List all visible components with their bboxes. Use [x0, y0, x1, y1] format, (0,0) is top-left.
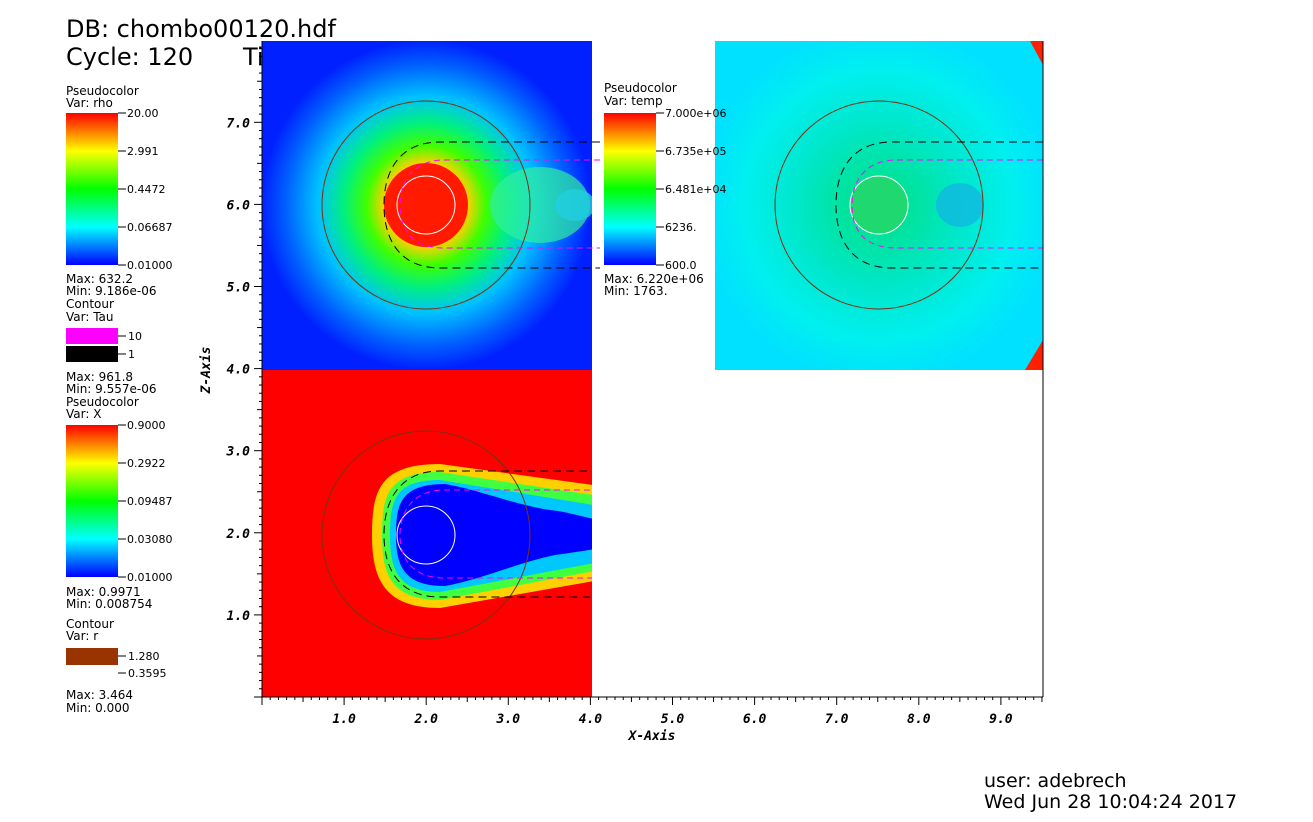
z-tick-label: 7.0	[227, 116, 251, 131]
legend-x-max: Max: 0.9971	[66, 585, 141, 599]
x-tick-label: 5.0	[661, 712, 685, 727]
legend-tau-kind: Contour	[66, 297, 114, 311]
z-tick-label: 1.0	[227, 609, 251, 624]
rho-wake-tail	[555, 189, 592, 221]
x-colorbar-label: 0.03080	[127, 533, 173, 546]
axis-tick-labels: 1.0 2.0 3.0 4.0 5.0 6.0 7.0 8.0 9.0 1.0 2.0 3.0 4.0 5…	[226, 116, 1013, 727]
r-level-high-label: 1.280	[128, 650, 160, 663]
x-axis-label: X-Axis	[628, 729, 676, 744]
colorbar-ticks: 20.00 2.991 0.4472 0.06687 0.01000 0.9000 0.29…	[118, 107, 726, 584]
contour-tau-10-right	[851, 159, 1043, 249]
legend-temp-max: Max: 6.220e+06	[604, 272, 704, 286]
x-core	[396, 484, 592, 586]
rho-colorbar-label: 2.991	[127, 145, 159, 158]
contour-r-outer-right	[774, 100, 984, 310]
contour-tau-10-bottom	[399, 489, 592, 579]
legend-r-max: Max: 3.464	[66, 688, 134, 702]
legend-rho-var: Var: rho	[66, 96, 113, 110]
database-title: DB: chombo00120.hdf	[66, 15, 336, 43]
x-colorbar-label: 0.2922	[127, 457, 166, 470]
rho-colorbar-label: 0.01000	[127, 259, 173, 272]
x-tick-label: 6.0	[743, 712, 767, 727]
legend-r-var: Var: r	[66, 629, 99, 643]
contour-r-inner-bottom	[396, 505, 456, 565]
contour-tau-1-left	[383, 141, 600, 269]
rho-core	[384, 163, 468, 247]
legend-r-kind: Contour	[66, 617, 114, 631]
legend-tau-min: Min: 9.557e-06	[66, 382, 157, 396]
cycle-label: Cycle: 120	[66, 43, 194, 71]
rho-colorbar-label: 0.4472	[127, 183, 166, 196]
temp-panel	[715, 41, 1043, 370]
axis-ticks	[254, 47, 1043, 705]
temp-colorbar-label: 6.481e+04	[665, 183, 726, 196]
temp-colorbar-label: 6236.	[665, 221, 697, 234]
contour-r-inner-left	[396, 175, 456, 235]
legend-temp-min: Min: 1763.	[604, 284, 668, 298]
rho-colorbar	[66, 113, 118, 265]
legend-tau-max: Max: 961.8	[66, 370, 134, 384]
legend-rho-max: Max: 632.2	[66, 272, 134, 286]
tau-level-1-swatch	[66, 346, 118, 362]
z-tick-label: 4.0	[227, 363, 251, 378]
x-tick-label: 2.0	[413, 712, 438, 727]
x-colorbar-label: 0.01000	[127, 571, 173, 584]
legend-temp-var: Var: temp	[604, 94, 663, 108]
contour-r-outer-bottom	[321, 430, 531, 640]
x-tick-label: 4.0	[579, 712, 603, 727]
x-tick-label: 8.0	[907, 712, 931, 727]
tau-level-1-label: 1	[128, 348, 135, 361]
legend-x-var: Var: X	[66, 407, 102, 421]
temp-colorbar	[604, 113, 656, 265]
z-tick-label: 5.0	[227, 281, 251, 296]
legend-r-min: Min: 0.000	[66, 701, 130, 715]
contour-tau-1-bottom	[383, 470, 592, 598]
contour-tau-1-right	[835, 141, 1043, 269]
x-tick-label: 1.0	[332, 712, 356, 727]
legend-tau-var: Var: Tau	[66, 310, 114, 324]
temp-core	[850, 176, 908, 234]
r-level-low-label: 0.3595	[128, 667, 167, 680]
rho-wake	[490, 167, 590, 243]
legend-x-kind: Pseudocolor	[66, 395, 139, 409]
timestamp-label: Wed Jun 28 10:04:24 2017	[984, 791, 1238, 813]
legend-temp-kind: Pseudocolor	[604, 81, 677, 95]
rho-colorbar-label: 20.00	[127, 107, 159, 120]
temp-colorbar-label: 7.000e+06	[665, 107, 726, 120]
x-tick-label: 7.0	[825, 712, 849, 727]
contour-r-outer-left	[321, 100, 531, 310]
r-level-swatch	[66, 648, 118, 665]
z-tick-label: 2.0	[226, 527, 251, 542]
temp-colorbar-label: 600.0	[665, 259, 697, 272]
bottom-contours	[321, 430, 592, 640]
legend-rho-kind: Pseudocolor	[66, 84, 139, 98]
user-label: user: adebrech	[984, 770, 1127, 792]
temp-corner-hot-bottom	[1025, 340, 1043, 370]
temp-colorbar-label: 6.735e+05	[665, 145, 726, 158]
tau-level-10-label: 10	[128, 330, 142, 343]
top-contours	[321, 100, 1043, 310]
legend-rho-min: Min: 9.186e-06	[66, 284, 157, 298]
rho-colorbar-label: 0.06687	[127, 221, 173, 234]
temp-corner-hot-top	[1030, 41, 1043, 65]
temp-wake	[936, 183, 984, 227]
rho-panel	[262, 41, 592, 370]
x-tick-label: 3.0	[496, 712, 521, 727]
x-panel	[262, 370, 592, 697]
z-tick-label: 6.0	[227, 198, 251, 213]
x-tick-label: 9.0	[989, 712, 1013, 727]
legend-x-min: Min: 0.008754	[66, 597, 153, 611]
contour-r-inner-right	[849, 175, 909, 235]
tau-level-10-swatch	[66, 328, 118, 344]
x-colorbar-label: 0.9000	[127, 419, 166, 432]
x-colorbar	[66, 425, 118, 577]
contour-tau-10-left	[399, 159, 600, 249]
z-tick-label: 3.0	[226, 445, 251, 460]
z-axis-label: Z-Axis	[199, 347, 214, 395]
x-colorbar-label: 0.09487	[127, 495, 173, 508]
